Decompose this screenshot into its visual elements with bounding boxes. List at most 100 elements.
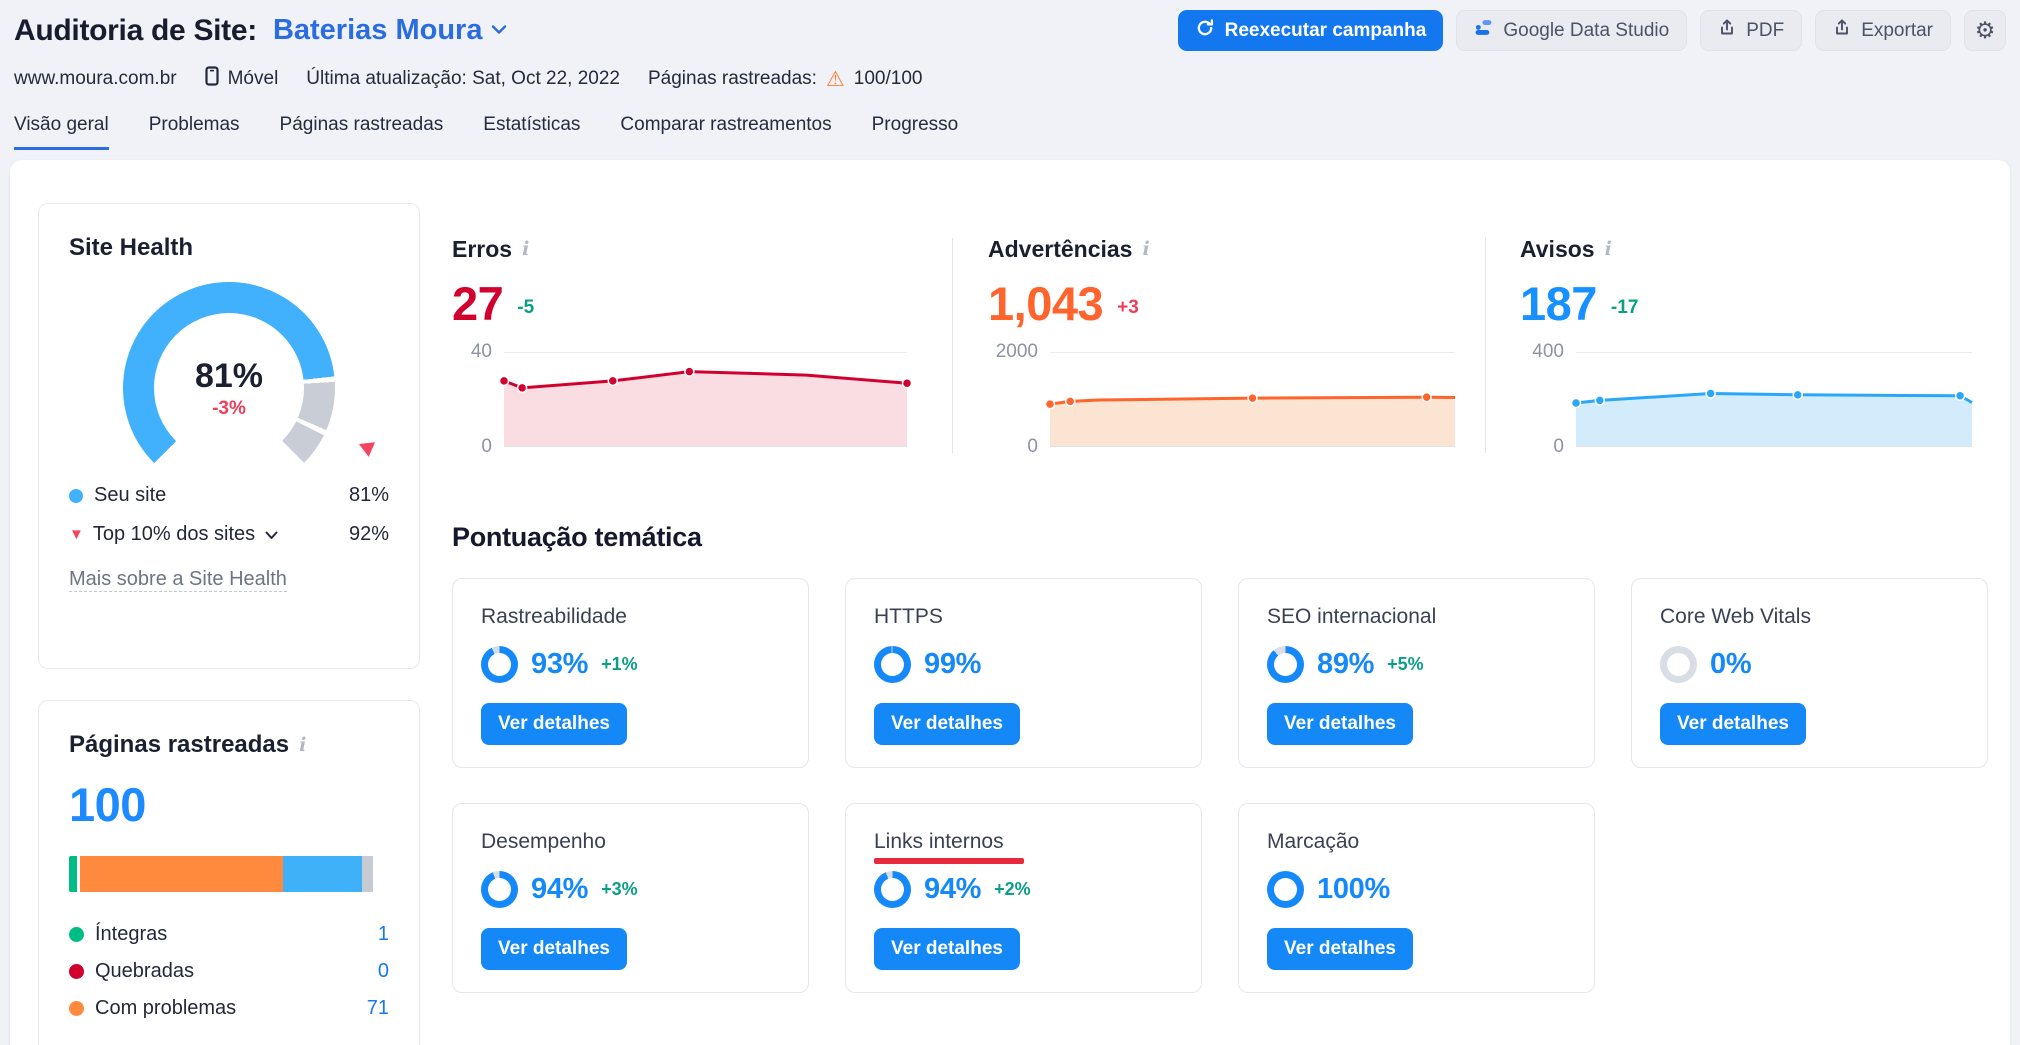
- thematic-card-rastreabilidade: Rastreabilidade 93% +1% Ver detalhes: [452, 578, 809, 768]
- ver-detalhes-button[interactable]: Ver detalhes: [481, 928, 627, 970]
- legend-value[interactable]: 71: [366, 997, 389, 1019]
- thematic-scores-title: Pontuação temática: [452, 522, 702, 552]
- score-delta: +3%: [601, 878, 638, 899]
- overview-panel: Site Health 81% -3% Seu site 81% ▼ Top 1…: [10, 160, 2010, 1045]
- legend-label: Íntegras: [95, 923, 168, 945]
- benchmark-marker-icon: [356, 437, 376, 458]
- tab-visao-geral[interactable]: Visão geral: [14, 114, 109, 150]
- site-domain: www.moura.com.br: [14, 68, 177, 89]
- ver-detalhes-button[interactable]: Ver detalhes: [1267, 703, 1413, 745]
- score-ring: [481, 645, 518, 683]
- site-health-card: Site Health 81% -3% Seu site 81% ▼ Top 1…: [38, 203, 420, 669]
- ver-detalhes-button[interactable]: Ver detalhes: [1267, 928, 1413, 970]
- pdf-label: PDF: [1746, 19, 1785, 41]
- benchmark-triangle-icon: ▼: [69, 526, 84, 543]
- page-title: Auditoria de Site:: [14, 13, 257, 47]
- thematic-card-desempenho: Desempenho 94% +3% Ver detalhes: [452, 803, 809, 993]
- legend-top10-sites[interactable]: ▼ Top 10% dos sites 92%: [69, 515, 389, 554]
- info-icon[interactable]: i: [1604, 238, 1612, 260]
- tab-estatisticas[interactable]: Estatísticas: [483, 114, 580, 150]
- metric-value: 1,043: [988, 277, 1104, 331]
- crawled-pages-title: Páginas rastreadas: [69, 731, 290, 758]
- tab-paginas-rastreadas[interactable]: Páginas rastreadas: [280, 114, 444, 150]
- upload-icon: [1833, 18, 1851, 43]
- legend-label: Seu site: [94, 484, 167, 506]
- ver-detalhes-button[interactable]: Ver detalhes: [481, 703, 627, 745]
- info-icon[interactable]: i: [299, 734, 307, 756]
- score-value: 94%: [531, 872, 589, 905]
- erros-trend-chart: [498, 352, 913, 447]
- bar-segment-healthy: [69, 856, 77, 892]
- divider: [1485, 238, 1486, 453]
- gauge-center: 81% -3%: [154, 313, 304, 463]
- ver-detalhes-button[interactable]: Ver detalhes: [874, 928, 1020, 970]
- orange-dot-icon: [69, 1001, 84, 1016]
- campaign-selector[interactable]: Baterias Moura: [273, 14, 508, 47]
- divider: [952, 238, 953, 453]
- site-health-title: Site Health: [69, 234, 194, 261]
- site-health-score: 81%: [194, 356, 264, 395]
- chevron-down-icon: [491, 23, 507, 38]
- device-label: Móvel: [227, 68, 279, 89]
- thematic-card-links-internos: Links internos 94% +2% Ver detalhes: [845, 803, 1202, 993]
- crawled-pages-value: 100/100: [853, 68, 923, 89]
- metric-value: 27: [452, 277, 504, 331]
- score-ring: [1267, 870, 1304, 908]
- bar-segment-blue-segment: [283, 856, 362, 892]
- thematic-cards-grid: Rastreabilidade 93% +1% Ver detalhes HTT…: [452, 578, 1988, 993]
- crawled-pages-label: Páginas rastreadas:: [647, 68, 817, 89]
- y-axis-labels: 40 0: [470, 341, 492, 457]
- pdf-button[interactable]: PDF: [1700, 10, 1803, 51]
- tab-problemas[interactable]: Problemas: [149, 114, 240, 150]
- green-dot-icon: [69, 927, 84, 942]
- legend-value: 92%: [348, 523, 389, 545]
- ver-detalhes-button[interactable]: Ver detalhes: [1660, 703, 1806, 745]
- tab-progresso[interactable]: Progresso: [872, 114, 959, 150]
- card-title: HTTPS: [874, 605, 943, 628]
- site-health-delta: -3%: [212, 397, 246, 419]
- score-delta: +2%: [994, 878, 1031, 899]
- legend-value: 81%: [348, 484, 389, 506]
- legend-label: Quebradas: [95, 960, 194, 982]
- metric-delta: -5: [517, 297, 535, 318]
- tab-comparar-rastreamentos[interactable]: Comparar rastreamentos: [620, 114, 831, 150]
- card-title: SEO internacional: [1267, 605, 1437, 628]
- legend-value[interactable]: 1: [377, 923, 389, 945]
- score-value: 99%: [924, 647, 982, 680]
- rerun-campaign-button[interactable]: Reexecutar campanha: [1177, 10, 1444, 51]
- metric-label: Avisos: [1520, 235, 1595, 262]
- header-row-1: Auditoria de Site: Baterias Moura Reexec…: [14, 10, 2006, 51]
- metric-avisos: Avisos i 187 -17 400 0: [1520, 235, 1973, 457]
- y-axis-labels: 400 0: [1532, 341, 1564, 457]
- settings-button[interactable]: ⚙: [1964, 10, 2006, 51]
- export-button[interactable]: Exportar: [1815, 10, 1951, 51]
- score-delta: +1%: [601, 653, 638, 674]
- device-type: Móvel: [205, 66, 279, 92]
- card-title: Desempenho: [481, 830, 606, 853]
- thematic-card-marcacao: Marcação 100% Ver detalhes: [1238, 803, 1595, 993]
- metric-delta: -17: [1610, 297, 1639, 318]
- ver-detalhes-button[interactable]: Ver detalhes: [874, 703, 1020, 745]
- metric-label: Advertências: [988, 235, 1133, 262]
- last-update: Última atualização: Sat, Oct 22, 2022: [306, 68, 620, 89]
- score-value: 94%: [924, 872, 982, 905]
- score-ring: [1660, 645, 1697, 683]
- legend-com-problemas: Com problemas 71: [69, 990, 389, 1027]
- thematic-card-seo-internacional: SEO internacional 89% +5% Ver detalhes: [1238, 578, 1595, 768]
- campaign-name: Baterias Moura: [272, 14, 483, 46]
- rerun-label: Reexecutar campanha: [1224, 19, 1427, 41]
- metric-advertencias: Advertências i 1,043 +3 2000 0: [988, 235, 1456, 457]
- info-icon[interactable]: i: [522, 238, 530, 260]
- info-icon[interactable]: i: [1142, 238, 1150, 260]
- refresh-icon: [1195, 18, 1215, 44]
- site-health-gauge: 81% -3%: [123, 282, 376, 494]
- metric-erros: Erros i 27 -5 40 0: [452, 235, 913, 457]
- thematic-card-https: HTTPS 99% Ver detalhes: [845, 578, 1202, 768]
- legend-value[interactable]: 0: [377, 960, 389, 982]
- google-data-studio-button[interactable]: Google Data Studio: [1456, 10, 1688, 51]
- card-title: Rastreabilidade: [481, 605, 627, 628]
- campaign-meta: www.moura.com.br Móvel Última atualizaçã…: [14, 66, 922, 92]
- site-health-link[interactable]: Mais sobre a Site Health: [69, 568, 287, 592]
- legend-integras: Íntegras 1: [69, 916, 389, 953]
